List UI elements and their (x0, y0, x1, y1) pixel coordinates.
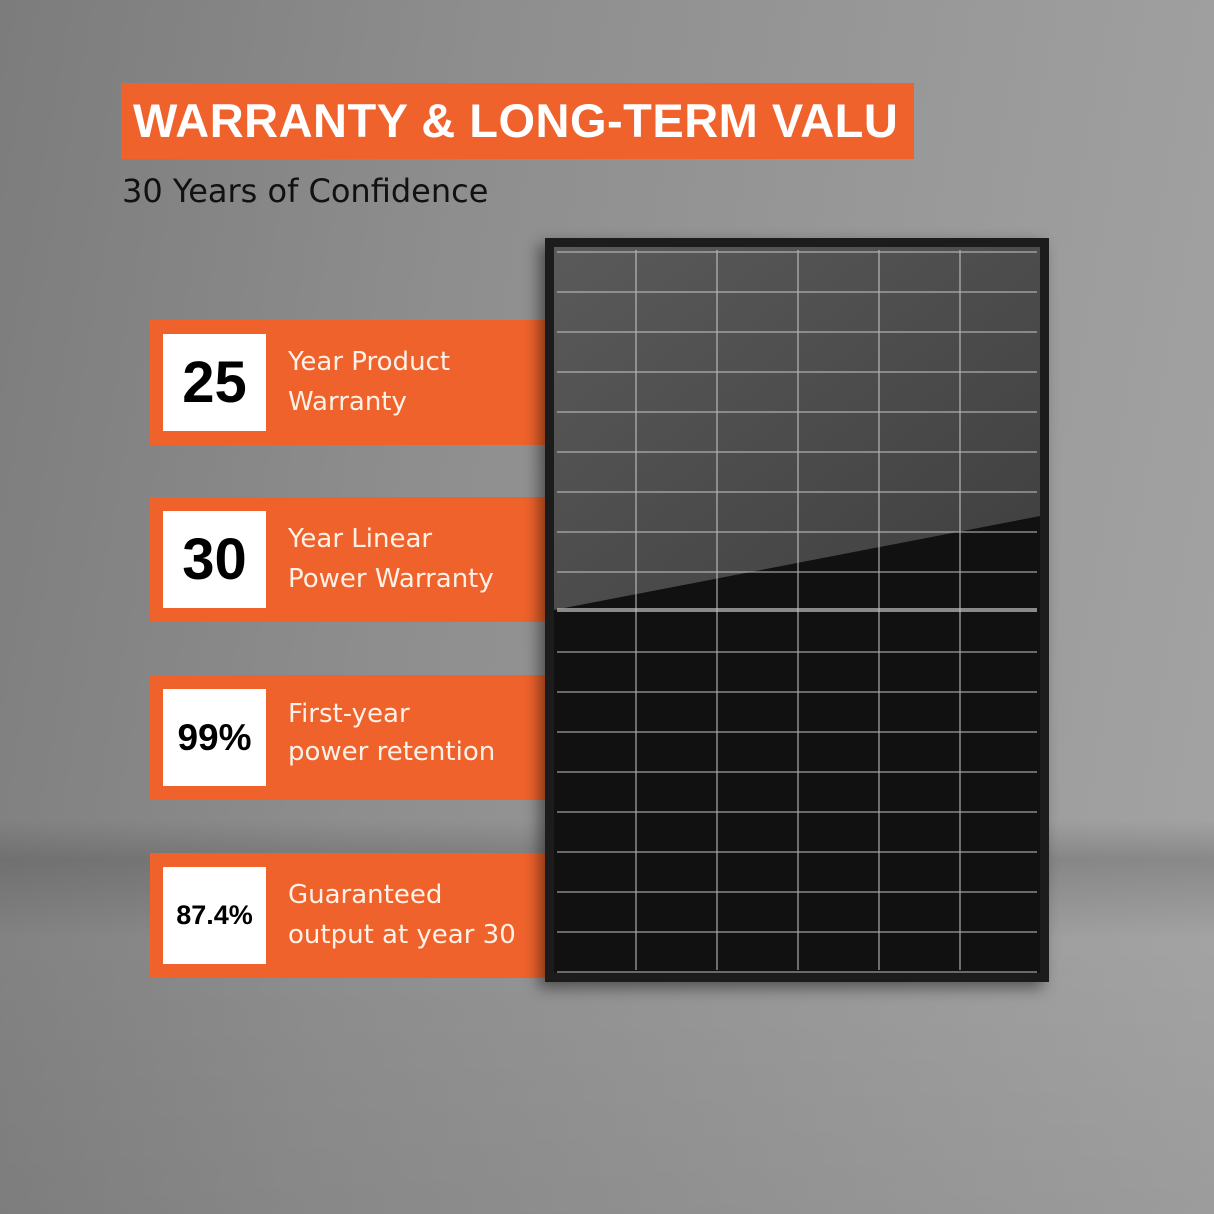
feature-value: 25 (163, 334, 266, 431)
panel-reflection (554, 247, 1040, 610)
feature-card-first-year: 99% First-year power retention (150, 675, 570, 800)
feature-label-line: Power Warranty (288, 564, 494, 594)
feature-label: First-year power retention (288, 695, 495, 771)
feature-value: 30 (163, 511, 266, 608)
feature-label-line: Year Product (288, 347, 451, 377)
solar-panel-image (545, 238, 1049, 982)
feature-card-power-warranty: 30 Year Linear Power Warranty (150, 497, 570, 622)
solar-panel-graphic (554, 247, 1040, 973)
feature-label-line: Warranty (288, 387, 407, 417)
feature-value: 99% (163, 689, 266, 786)
panel-center-busbar (557, 608, 1037, 612)
feature-label-line: Guaranteed (288, 880, 443, 910)
feature-label: Year Linear Power Warranty (288, 519, 494, 599)
feature-label-line: power retention (288, 737, 496, 767)
feature-card-product-warranty: 25 Year Product Warranty (150, 320, 570, 445)
page-title: WARRANTY & LONG-TERM VALU (121, 83, 914, 159)
feature-card-year-30-output: 87.4% Guaranteed output at year 30 (150, 853, 570, 978)
feature-label: Year Product Warranty (288, 342, 450, 422)
feature-label-line: First-year (288, 699, 410, 729)
feature-label: Guaranteed output at year 30 (288, 875, 516, 955)
page-subtitle: 30 Years of Confidence (122, 172, 489, 210)
feature-value: 87.4% (163, 867, 266, 964)
feature-label-line: output at year 30 (288, 920, 516, 950)
feature-label-line: Year Linear (288, 524, 433, 554)
